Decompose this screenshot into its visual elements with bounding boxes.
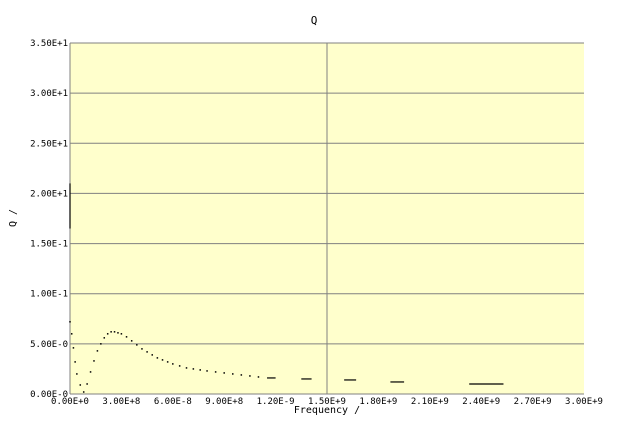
data-point: [185, 367, 188, 369]
x-tick-label: 0.00E+0: [51, 397, 89, 407]
x-tick-label: 9.00E+8: [205, 397, 243, 407]
data-point: [113, 331, 116, 333]
data-point: [146, 351, 148, 353]
data-point: [82, 391, 85, 393]
data-point: [93, 360, 95, 362]
x-axis-label: Frequency /: [294, 405, 360, 416]
data-point: [120, 333, 123, 335]
x-tick-label: 6.00E-8: [154, 397, 192, 407]
data-point: [130, 340, 133, 342]
x-tick-label: 2.70E+9: [514, 397, 552, 407]
data-point: [257, 376, 260, 378]
data-point: [178, 365, 181, 367]
data-point: [125, 336, 128, 338]
data-point: [110, 331, 112, 333]
data-point: [141, 348, 143, 350]
y-tick-label: 1.00E-1: [30, 290, 68, 300]
x-tick-label: 3.00E+8: [102, 397, 140, 407]
y-axis-label: Q /: [8, 209, 19, 227]
data-point: [136, 344, 138, 346]
data-point: [249, 375, 251, 377]
y-tick-label: 3.50E+1: [30, 39, 68, 49]
data-point: [89, 371, 92, 373]
y-tick-label: 0.00E-0: [30, 390, 68, 400]
data-point: [69, 321, 71, 323]
y-tick-label: 2.50E+1: [30, 139, 68, 149]
data-point: [166, 361, 169, 363]
y-tick-label: 5.00E-0: [30, 340, 68, 350]
y-tick-label: 1.50E-1: [30, 240, 68, 250]
data-point: [79, 384, 82, 386]
data-point: [199, 369, 201, 371]
x-tick-label: 2.40E+9: [462, 397, 500, 407]
data-point: [214, 371, 217, 373]
data-point: [96, 350, 99, 352]
data-point: [72, 347, 75, 349]
data-point: [76, 373, 78, 375]
data-point: [192, 368, 195, 370]
tick-labels: 0.00E-0 5.00E-0 1.00E-1 1.50E-1 2.00E+1 2.50E…: [30, 39, 603, 407]
x-tick-label: 1.50E+9: [308, 397, 346, 407]
data-point: [70, 333, 73, 335]
data-point: [232, 373, 234, 375]
data-point: [117, 332, 119, 334]
data-point: [161, 359, 164, 361]
chart-title: Q: [311, 14, 318, 27]
data-point: [240, 374, 243, 376]
y-tick-label: 3.00E+1: [30, 89, 68, 99]
x-tick-label: 3.00E+9: [565, 397, 603, 407]
data-point: [223, 372, 225, 374]
data-point: [86, 383, 88, 385]
data-point: [156, 357, 159, 359]
x-tick-label: 2.10E+9: [411, 397, 449, 407]
data-point: [151, 354, 153, 356]
marks-layer: [69, 183, 504, 393]
x-tick-label: 1.80E+9: [359, 397, 397, 407]
y-tick-label: 2.00E+1: [30, 189, 68, 199]
data-point: [172, 363, 174, 365]
data-point: [74, 361, 76, 363]
data-point: [206, 370, 208, 372]
data-point: [103, 337, 106, 339]
x-tick-label: 1.20E-9: [257, 397, 295, 407]
data-point: [106, 333, 109, 335]
data-point: [100, 343, 102, 345]
